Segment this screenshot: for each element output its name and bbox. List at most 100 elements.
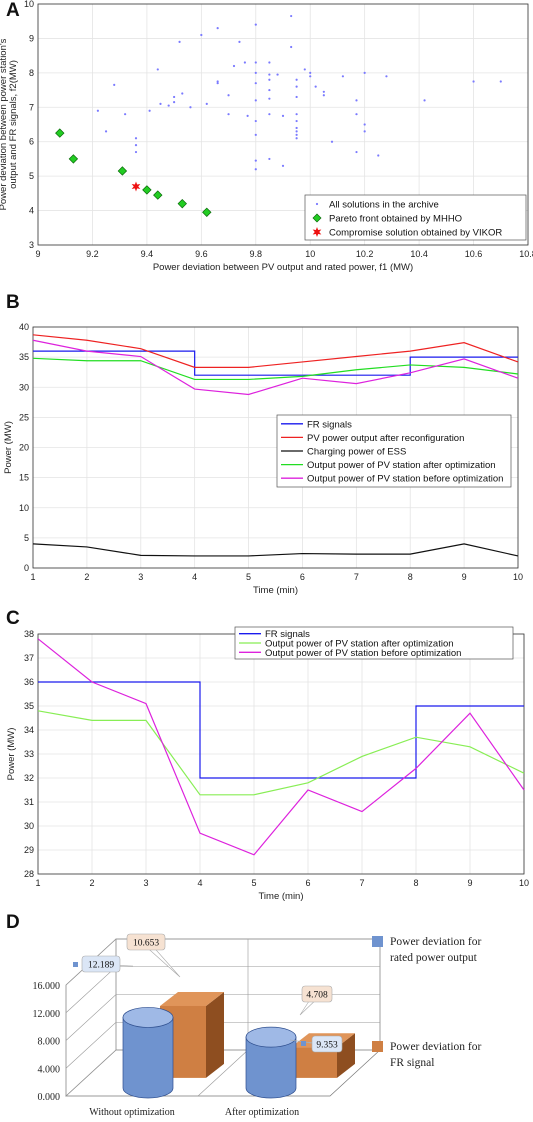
archive-point [303, 68, 306, 71]
archive-point [216, 27, 219, 30]
archive-point [322, 94, 325, 97]
y-tick-label: 9 [29, 33, 34, 43]
y-tick-label: 30 [24, 821, 34, 831]
d-legend-swatch [372, 936, 383, 947]
x-tick-label: 10.6 [465, 249, 483, 259]
d-y-tick-label: 8.000 [38, 1037, 61, 1048]
archive-point [322, 90, 325, 93]
x-tick-label: 1 [30, 572, 35, 582]
legend-label: Output power of PV station before optimi… [265, 648, 461, 659]
d-y-tick-label: 4.000 [38, 1064, 61, 1075]
archive-point [189, 106, 192, 109]
y-tick-label: 0 [24, 563, 29, 573]
y-tick-label: 6 [29, 137, 34, 147]
d-y-tick-label: 12.000 [33, 1009, 61, 1020]
y-tick-label: 5 [29, 171, 34, 181]
d-category-label: Without optimization [89, 1107, 174, 1118]
pareto-point [177, 198, 187, 209]
archive-point [295, 113, 298, 116]
x-tick-label: 10.8 [519, 249, 533, 259]
d-gridline [65, 994, 380, 1041]
chart-b-legend: FR signals PV power output after reconfig… [276, 414, 512, 488]
legend-box [234, 626, 514, 660]
legend-label: PV power output after reconfiguration [307, 433, 464, 444]
panel-d-letter: D [6, 912, 20, 933]
x-tick-label: 9 [462, 572, 467, 582]
archive-point [309, 75, 312, 78]
x-tick-label: 6 [305, 878, 310, 888]
archive-point [134, 150, 138, 154]
archive-point [268, 61, 271, 64]
archive-point [385, 75, 388, 78]
fr-bar-front [291, 1047, 337, 1078]
data-callout-box [81, 955, 121, 973]
x-tick-label: 4 [192, 572, 197, 582]
archive-point [363, 123, 366, 126]
x-tick-label: 1 [35, 878, 40, 888]
rated-bar-top [245, 1026, 297, 1048]
y-tick-label: 4 [29, 206, 34, 216]
x-tick-label: 2 [84, 572, 89, 582]
legend-label: Output power of PV station after optimiz… [265, 639, 454, 650]
plot-frame [37, 3, 529, 246]
x-tick-label: 9.8 [250, 249, 263, 259]
panel-c-letter: C [6, 608, 20, 629]
d-legend-label-line2: rated power output [390, 952, 478, 964]
x-tick-label: 10 [305, 249, 315, 259]
y-axis-label: Power deviation between power station's [0, 38, 9, 210]
x-tick-label: 10 [519, 878, 529, 888]
archive-point [254, 133, 257, 136]
label-marker [73, 962, 78, 967]
legend-marker [315, 202, 319, 206]
data-callout-box [126, 933, 166, 951]
y-tick-label: 35 [24, 701, 34, 711]
archive-point [254, 119, 257, 123]
archive-point [330, 140, 334, 143]
y-tick-label: 36 [24, 677, 34, 687]
x-tick-label: 8 [413, 878, 418, 888]
archive-point [181, 92, 184, 95]
x-tick-label: 8 [408, 572, 413, 582]
pareto-point [202, 207, 212, 217]
archive-point [281, 164, 285, 167]
d-y-tick-label: 16.000 [33, 981, 61, 992]
archive-point [295, 78, 298, 81]
x-tick-label: 10.2 [356, 249, 374, 259]
archive-point [295, 95, 298, 99]
legend-label: Output power of PV station after optimiz… [307, 460, 496, 471]
d-legend-label-line1: Power deviation for [390, 936, 482, 948]
archive-point [216, 80, 219, 83]
archive-point [268, 157, 271, 161]
x-tick-label: 9.4 [141, 249, 154, 259]
d-legend-label-line2: FR signal [390, 1057, 434, 1069]
archive-point [290, 14, 293, 18]
archive-point [295, 85, 298, 88]
archive-point [134, 137, 138, 140]
panel-a-letter: A [6, 0, 20, 21]
chart-d-3d-bars: 0.000 4.000 8.000 12.000 16.000 Without optim… [33, 933, 482, 1118]
pareto-point [55, 128, 65, 138]
d-legend-label-line1: Power deviation for [390, 1041, 482, 1053]
archive-point [156, 68, 159, 71]
x-tick-label: 2 [89, 878, 94, 888]
archive-point [254, 99, 257, 102]
y-tick-label: 5 [24, 533, 29, 543]
pareto-point [68, 154, 79, 164]
x-tick-label: 10.4 [410, 249, 428, 259]
x-tick-label: 6 [300, 572, 305, 582]
archive-point [290, 45, 293, 49]
archive-point [178, 40, 181, 43]
data-callout-box [301, 985, 333, 1003]
legend-label: All solutions in the archive [329, 200, 439, 211]
y-tick-label: 25 [19, 412, 29, 422]
archive-point [355, 150, 358, 154]
y-tick-label: 33 [24, 749, 34, 759]
archive-point [295, 119, 298, 123]
y-axis-label: output and FR signals, f2(MW) [8, 60, 19, 189]
archive-point [268, 88, 271, 92]
y-tick-label: 34 [24, 725, 34, 735]
fr-bar-side [206, 991, 224, 1078]
series-line [38, 681, 524, 779]
archive-point [268, 113, 271, 116]
legend-label: Compromise solution obtained by VIKOR [329, 228, 502, 239]
